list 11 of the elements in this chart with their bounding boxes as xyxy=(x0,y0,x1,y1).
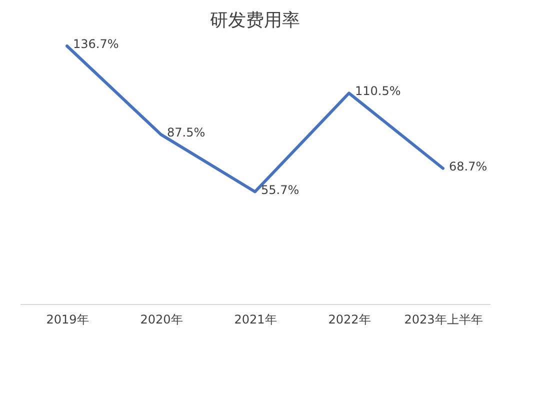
data-label: 136.7% xyxy=(73,37,119,51)
data-label: 87.5% xyxy=(167,126,206,140)
data-label: 68.7% xyxy=(449,159,488,174)
data-label: 55.7% xyxy=(261,182,300,197)
x-tick-label: 2021年 xyxy=(234,312,277,326)
x-tick-label: 2022年 xyxy=(328,312,371,326)
data-label: 110.5% xyxy=(355,84,401,98)
x-tick-label: 2019年 xyxy=(46,312,89,326)
x-tick-label: 2020年 xyxy=(140,312,183,326)
chart-title: 研发费用率 xyxy=(210,10,300,31)
x-tick-label: 2023年上半年 xyxy=(404,312,483,326)
